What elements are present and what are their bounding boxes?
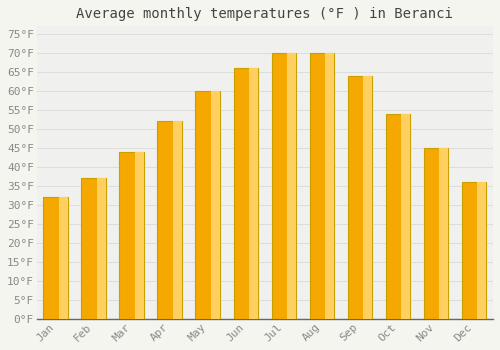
Bar [44, 197, 68, 319]
Bar [135, 152, 144, 319]
Bar [58, 197, 68, 319]
Bar [173, 121, 182, 319]
Bar [120, 152, 144, 319]
Bar [348, 76, 372, 319]
Bar [234, 68, 258, 319]
Bar [272, 53, 296, 319]
Bar [439, 148, 448, 319]
Bar [401, 114, 410, 319]
Title: Average monthly temperatures (°F ) in Beranci: Average monthly temperatures (°F ) in Be… [76, 7, 454, 21]
Bar [325, 53, 334, 319]
Bar [287, 53, 296, 319]
Bar [211, 91, 220, 319]
Bar [424, 148, 448, 319]
Bar [249, 68, 258, 319]
Bar [477, 182, 486, 319]
Bar [158, 121, 182, 319]
Bar [196, 91, 220, 319]
Bar [386, 114, 410, 319]
Bar [310, 53, 334, 319]
Bar [96, 178, 106, 319]
Bar [363, 76, 372, 319]
Bar [462, 182, 486, 319]
Bar [82, 178, 106, 319]
